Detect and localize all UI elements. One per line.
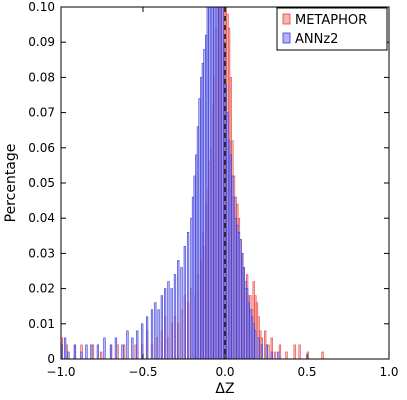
histogram-bar-annz2-24: [173, 274, 177, 360]
x-axis-label: ΔZ: [215, 381, 234, 397]
histogram-bar-annz2-16: [145, 316, 149, 360]
histogram-bar-annz2-28: [186, 231, 190, 360]
histogram-bar-annz2-5: [85, 344, 88, 360]
axis-ticks: −1.0 −0.5 0.0 0.5 1.0 0 0.01 0.02 0.03 0.04 0.05 0.…: [28, 0, 398, 379]
histogram-bar-annz2-8: [103, 337, 106, 360]
histogram-bar-metaphor-76: [321, 351, 324, 360]
histogram-bar-annz2-11: [121, 344, 124, 360]
histogram-bar-metaphor-70: [273, 351, 277, 360]
histogram-bar-annz2-25: [177, 260, 180, 360]
y-tick-label: 0.08: [28, 70, 55, 84]
histogram-bar-metaphor-7: [100, 351, 103, 360]
histogram-bar-annz2-1: [63, 337, 67, 360]
y-tick-label: 0.04: [28, 211, 55, 225]
histogram-bar-annz2-10: [114, 337, 118, 360]
legend-label-annz2: ANNz2: [295, 32, 338, 47]
y-tick-label: 0.10: [28, 0, 55, 14]
histogram-bar-annz2-4: [80, 351, 83, 360]
histogram-bar-annz2-13: [131, 337, 134, 360]
histogram-bar-annz2-23: [170, 288, 173, 360]
histogram-bar-annz2-71: [265, 344, 268, 360]
legend: METAPHOR ANNz2: [276, 7, 388, 51]
histogram-bar-annz2-14: [136, 330, 139, 360]
legend-box: [276, 7, 388, 51]
histogram-bar-annz2-2: [67, 351, 70, 360]
histogram-bar-annz2-68: [254, 330, 257, 360]
histogram-bar-annz2-18: [154, 302, 157, 360]
x-tick-label: −1.0: [46, 365, 75, 379]
histogram-bar-annz2-21: [164, 288, 167, 360]
histogram-bar-annz2-7: [96, 344, 100, 360]
y-tick-label: 0.07: [28, 106, 55, 120]
y-tick-label: 0.05: [28, 176, 55, 190]
histogram-bars: [60, 6, 324, 360]
histogram-bar-annz2-6: [90, 344, 93, 360]
y-tick-label: 0: [47, 352, 55, 366]
histogram-bar-annz2-72: [270, 351, 273, 360]
x-tick-label: 0.0: [215, 365, 234, 379]
x-tick-label: 0.5: [297, 365, 316, 379]
histogram-bar-annz2-12: [126, 330, 129, 360]
y-tick-label: 0.06: [28, 141, 55, 155]
histogram-bar-annz2-15: [141, 323, 144, 360]
histogram-bar-annz2-22: [167, 281, 170, 360]
y-tick-label: 0.09: [28, 35, 55, 49]
histogram-bar-annz2-70: [260, 344, 264, 360]
histogram-bar-annz2-26: [180, 267, 183, 360]
histogram-bar-metaphor-74: [298, 344, 301, 360]
y-tick-label: 0.02: [28, 282, 55, 296]
legend-swatch-metaphor: [282, 13, 291, 25]
histogram-bar-metaphor-72: [285, 351, 288, 360]
histogram-bar-annz2-17: [150, 309, 154, 360]
legend-label-metaphor: METAPHOR: [295, 13, 367, 28]
histogram-bar-annz2-73: [277, 351, 280, 360]
legend-swatch-annz2: [282, 32, 291, 44]
histogram-bar-annz2-9: [109, 344, 113, 360]
histogram-bar-annz2-20: [160, 295, 163, 360]
y-tick-label: 0.01: [28, 317, 55, 331]
x-tick-label: −0.5: [128, 365, 157, 379]
histogram-bar-annz2-69: [257, 337, 260, 360]
histogram-bar-annz2-27: [183, 246, 186, 360]
y-axis-label: Percentage: [3, 144, 19, 223]
histogram-bar-annz2-3: [73, 344, 77, 360]
histogram-bar-metaphor-73: [293, 344, 296, 360]
x-tick-label: 1.0: [379, 365, 398, 379]
histogram-bar-annz2-19: [157, 309, 160, 360]
y-tick-label: 0.03: [28, 246, 55, 260]
